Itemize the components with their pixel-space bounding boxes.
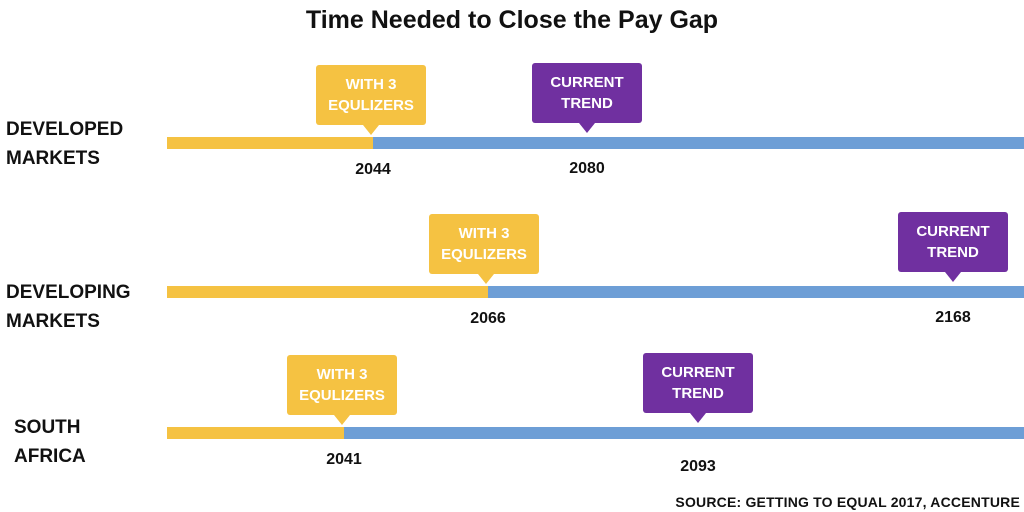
timeline-row: 2044 2080 WITH 3 EQULIZERS CURRENT TREND: [167, 63, 1024, 178]
current-trend-callout: CURRENT TREND: [643, 353, 753, 423]
current-trend-callout-line1: CURRENT: [916, 223, 989, 240]
row-label: SOUTH AFRICA: [14, 413, 86, 471]
equalizers-year-label: 2044: [355, 161, 391, 178]
current-trend-callout-pointer: [579, 123, 595, 133]
equalizers-callout: WITH 3 EQULIZERS: [287, 355, 397, 425]
row-label: DEVELOPED MARKETS: [6, 115, 123, 173]
equalizers-callout-pointer: [363, 125, 379, 135]
equalizers-callout-box: [316, 65, 426, 125]
current-trend-callout-line2: TREND: [561, 95, 613, 112]
current-trend-callout-box: [532, 63, 642, 123]
current-year-label: 2093: [680, 458, 716, 475]
equalizers-callout-line2: EQULIZERS: [441, 246, 527, 263]
row-label-line: MARKETS: [6, 148, 100, 169]
source-note: SOURCE: GETTING TO EQUAL 2017, ACCENTURE: [675, 494, 1020, 510]
timeline-row: 2066 2168 WITH 3 EQULIZERS CURRENT TREND: [167, 212, 1024, 327]
current-trend-callout-pointer: [945, 272, 961, 282]
equalizers-callout: WITH 3 EQULIZERS: [429, 214, 539, 284]
current-trend-callout-line1: CURRENT: [550, 74, 623, 91]
equalizers-callout-line1: WITH 3: [346, 76, 397, 93]
current-trend-callout-box: [898, 212, 1008, 272]
equalizers-callout-line2: EQULIZERS: [328, 97, 414, 114]
current-trend-bar: [167, 137, 1024, 149]
equalizers-callout-box: [429, 214, 539, 274]
current-year-label: 2080: [569, 160, 605, 177]
row-label: DEVELOPING MARKETS: [6, 278, 131, 336]
current-trend-callout-line2: TREND: [672, 385, 724, 402]
equalizers-callout-box: [287, 355, 397, 415]
row-label-line: SOUTH: [14, 417, 81, 438]
row-label-line: AFRICA: [14, 446, 86, 467]
current-trend-callout: CURRENT TREND: [532, 63, 642, 133]
current-year-label: 2168: [935, 309, 971, 326]
current-trend-callout-line2: TREND: [927, 244, 979, 261]
current-trend-callout-box: [643, 353, 753, 413]
equalizers-callout-pointer: [334, 415, 350, 425]
equalizers-year-label: 2041: [326, 451, 362, 468]
equalizers-callout-pointer: [478, 274, 494, 284]
equalizers-callout-line1: WITH 3: [317, 366, 368, 383]
equalizers-callout: WITH 3 EQULIZERS: [316, 65, 426, 135]
equalizers-callout-line1: WITH 3: [459, 225, 510, 242]
row-label-line: MARKETS: [6, 311, 100, 332]
equalizers-year-label: 2066: [470, 310, 506, 327]
equalizers-callout-line2: EQULIZERS: [299, 387, 385, 404]
current-trend-callout-pointer: [690, 413, 706, 423]
chart-title: Time Needed to Close the Pay Gap: [305, 6, 719, 34]
current-trend-bar: [167, 427, 1024, 439]
equalizers-bar: [167, 137, 373, 149]
current-trend-callout: CURRENT TREND: [898, 212, 1008, 282]
row-label-line: DEVELOPED: [6, 119, 124, 140]
current-trend-callout-line1: CURRENT: [661, 364, 734, 381]
timeline-row: 2041 2093 WITH 3 EQULIZERS CURRENT TREND: [167, 353, 1024, 475]
row-label-line: DEVELOPING: [6, 282, 131, 303]
equalizers-bar: [167, 286, 488, 298]
equalizers-bar: [167, 427, 344, 439]
